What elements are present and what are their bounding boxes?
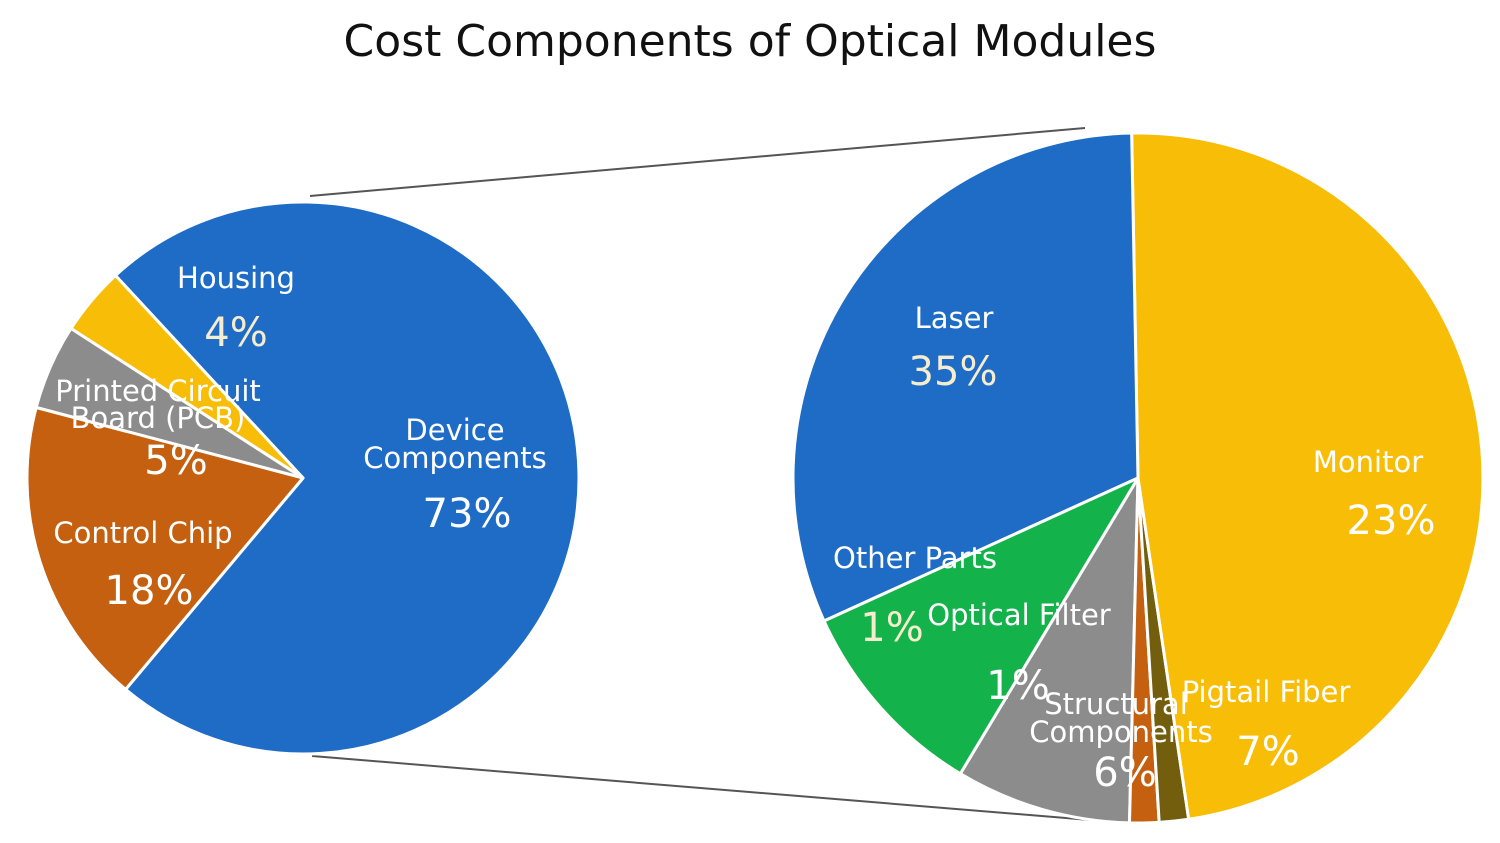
right-label-laser: Laser [915,301,994,335]
right-label-monitor: Monitor [1313,445,1423,479]
right-value-other-parts: 1% [860,605,923,651]
right-value-structural-components: 6% [1093,750,1156,796]
left-label-device-components-line-2: Components [363,441,546,475]
right-slice-structural-components [958,476,1140,825]
left-label-printed-circuit-board-pcb-line-1: Printed Circuit [55,374,261,408]
left-label-housing: Housing [177,261,295,295]
left-label-device-components-line-1: Device [405,413,504,447]
left-value-control-chip: 18% [105,568,194,614]
right-label-structural-components-line-1: Structural [1044,687,1188,721]
right-value-optical-filter: 1% [986,663,1049,709]
chart-title: Cost Components of Optical Modules [343,16,1157,67]
left-value-device-components: 73% [423,491,512,537]
right-value-monitor: 23% [1347,498,1436,544]
right-slice-pigtail-fiber [822,476,1140,776]
right-label-pigtail-fiber: Pigtail Fiber [1182,675,1351,709]
left-pie [25,200,581,756]
left-value-printed-circuit-board-pcb: 5% [144,438,207,484]
right-value-pigtail-fiber: 7% [1236,729,1299,775]
right-pie [791,131,1485,825]
right-slice-laser [1130,131,1485,821]
connector-line-top [309,127,1086,197]
left-label-printed-circuit-board-pcb-line-2: Board (PCB) [71,401,246,435]
right-label-structural-components-line-2: Components [1029,715,1212,749]
left-value-housing: 4% [204,310,267,356]
left-label-control-chip: Control Chip [53,516,232,550]
left-slice-control-chip [25,406,305,691]
right-value-laser: 35% [909,349,998,395]
connector-line-bottom [311,755,1091,821]
right-slice-monitor [791,131,1140,623]
right-label-optical-filter: Optical Filter [927,598,1111,632]
connector-lines [309,127,1091,821]
right-label-other-parts: Other Parts [833,541,997,575]
left-slice-device-components [113,200,581,756]
